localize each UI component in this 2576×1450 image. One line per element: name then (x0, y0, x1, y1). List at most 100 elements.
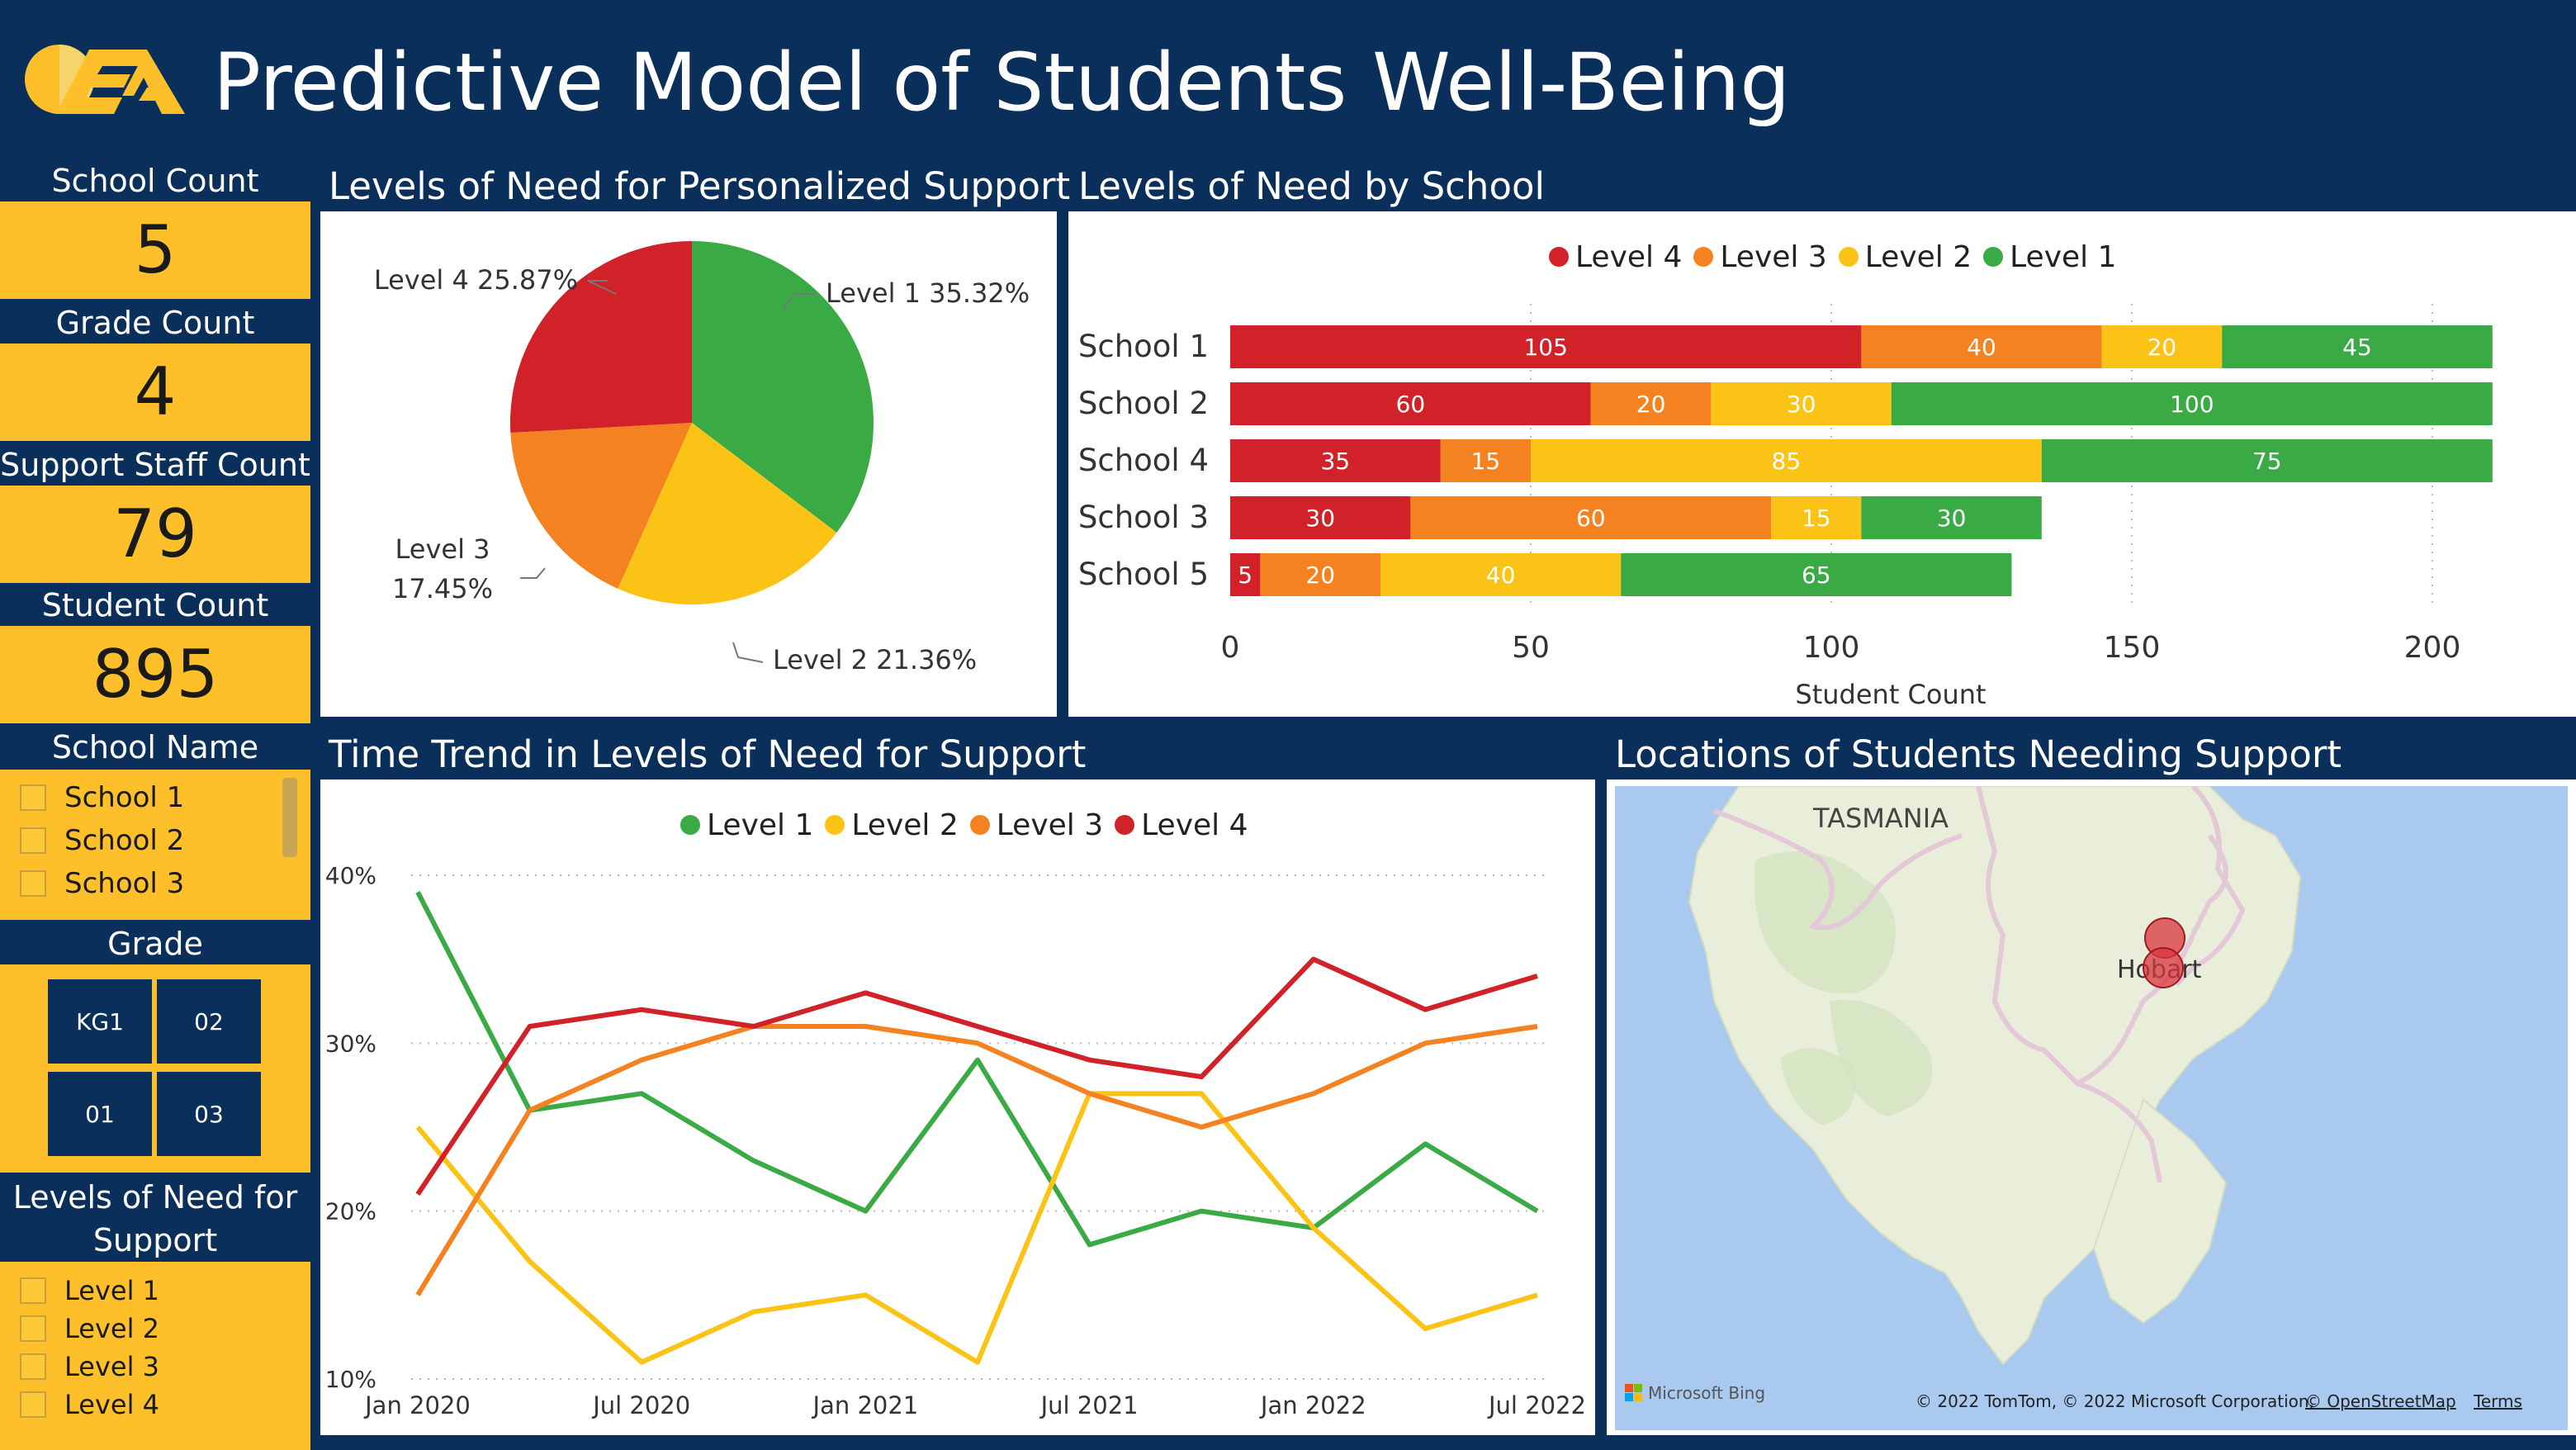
checkbox[interactable] (20, 1315, 46, 1342)
pie-slice-level-3[interactable] (510, 423, 692, 589)
legend-item-level-2[interactable]: Level 2 (1838, 236, 1972, 277)
slicer-item-level-1[interactable]: Level 1 (20, 1275, 159, 1306)
bar-segment[interactable] (1861, 496, 2042, 539)
grade-tile-02[interactable]: 02 (157, 979, 261, 1064)
legend-item-level-2[interactable]: Level 2 (825, 804, 959, 846)
legend-item-level-4[interactable]: Level 4 (1549, 236, 1682, 277)
legend-item-level-1[interactable]: Level 1 (680, 804, 813, 846)
bar-segment[interactable] (1891, 382, 2493, 425)
pie-leader-line (732, 642, 764, 663)
checkbox[interactable] (20, 1353, 46, 1380)
school-count-label: School Count (51, 163, 259, 199)
terms-link[interactable]: Terms (2473, 1391, 2522, 1411)
bar-data-label: 75 (2252, 448, 2282, 475)
legend-dot-icon (1115, 815, 1135, 835)
slicer-item-school-2[interactable]: School 2 (20, 824, 184, 857)
pie-panel: Level 1 35.32% Level 2 21.36% Level 3 17.45… (320, 211, 1057, 717)
bar-segment[interactable] (1410, 496, 1772, 539)
map-view[interactable]: TASMANIA Hobart Microsoft Bing © 2022 To… (1615, 786, 2568, 1430)
slicer-item-level-3[interactable]: Level 3 (20, 1351, 159, 1382)
pie-chart: Level 1 35.32% Level 2 21.36% Level 3 17.45… (374, 241, 1030, 675)
bar-segment[interactable] (1230, 382, 1591, 425)
bing-logo-icon (1634, 1384, 1642, 1392)
bar-segment[interactable] (1230, 325, 1862, 368)
map-region-label: TASMANIA (1812, 803, 1949, 834)
grade-tile-kg1[interactable]: KG1 (48, 979, 152, 1064)
bar-category-label: School 3 (1078, 500, 1209, 535)
bar-data-label: 20 (2147, 334, 2177, 361)
line-series-level-4[interactable] (415, 956, 1538, 1196)
grade-count-value: 4 (0, 344, 310, 441)
grade-tile-01[interactable]: 01 (48, 1072, 152, 1156)
bar-segment[interactable] (1230, 553, 1261, 596)
legend-item-level-1[interactable]: Level 1 (1983, 236, 2117, 277)
road (2174, 786, 2246, 987)
road (1976, 786, 2228, 1087)
slicer-item-level-2[interactable]: Level 2 (20, 1313, 159, 1344)
bar-segment[interactable] (1531, 439, 2042, 482)
pie-data-label: Level 4 25.87% (374, 264, 578, 296)
checkbox[interactable] (20, 784, 46, 811)
slicer-item-label: School 2 (64, 824, 185, 857)
bar-category-label: School 2 (1078, 386, 1209, 421)
bar-segment[interactable] (1771, 496, 1862, 539)
bar-segment[interactable] (1861, 325, 2102, 368)
bar-segment[interactable] (2101, 325, 2223, 368)
bar-data-label: 15 (1471, 448, 1501, 475)
pie-leader-line (782, 293, 816, 310)
legend-label: Level 4 (1141, 808, 1248, 842)
slicer-item-level-4[interactable]: Level 4 (20, 1389, 159, 1420)
line-series-level-2[interactable] (415, 1091, 1538, 1365)
bar-data-label: 30 (1305, 505, 1335, 532)
line-series-level-3[interactable] (415, 1024, 1538, 1296)
slicer-scrollbar[interactable] (282, 778, 297, 857)
bar-segment[interactable] (1590, 382, 1712, 425)
bar-segment[interactable] (1711, 382, 1892, 425)
checkbox[interactable] (20, 827, 46, 854)
bar-segment[interactable] (2041, 439, 2493, 482)
bing-logo-icon (1634, 1393, 1642, 1401)
slicer-item-school-1[interactable]: School 1 (20, 781, 184, 814)
line-series-level-1[interactable] (415, 890, 1539, 1248)
checkbox[interactable] (20, 1277, 46, 1304)
bar-segment[interactable] (1380, 553, 1622, 596)
bar-data-label: 40 (1486, 562, 1516, 589)
bar-segment[interactable] (2222, 325, 2493, 368)
bar-segment[interactable] (1260, 553, 1380, 596)
line-x-tick-label: Jul 2022 (1487, 1391, 1586, 1419)
road (2076, 1081, 2162, 1183)
legend-label: Level 3 (996, 808, 1104, 842)
line-x-tick-label: Jan 2020 (363, 1391, 471, 1419)
pie-slice-level-4[interactable] (510, 241, 692, 434)
location-marker[interactable] (2143, 947, 2184, 988)
slicer-item-label: School 3 (64, 867, 185, 900)
line-y-tick-label: 40% (325, 862, 376, 889)
line-legend: Level 1 Level 2 Level 3 Level 4 (680, 804, 1248, 846)
map-panel: TASMANIA Hobart Microsoft Bing © 2022 To… (1607, 779, 2576, 1435)
bar-panel-title: Levels of Need by School (1078, 164, 1546, 208)
levels-slicer-label: Levels of Need for Support (12, 1179, 298, 1258)
checkbox[interactable] (20, 870, 46, 897)
legend-item-level-4[interactable]: Level 4 (1115, 804, 1248, 846)
checkbox[interactable] (20, 1391, 46, 1418)
grade-count-label: Grade Count (55, 305, 255, 341)
legend-label: Level 4 (1575, 239, 1683, 274)
bar-segment[interactable] (1230, 496, 1411, 539)
line-y-tick-label: 10% (325, 1366, 376, 1393)
bar-chart: 0 50 100 150 200 Student Count School 1 105 40 20… (1078, 304, 2493, 710)
slicer-item-school-3[interactable]: School 3 (20, 867, 184, 900)
support-staff-count-value: 79 (0, 486, 310, 583)
bar-data-label: 20 (1305, 562, 1335, 589)
bar-segment[interactable] (1621, 553, 2012, 596)
grade-tile-03[interactable]: 03 (157, 1072, 261, 1156)
osm-link[interactable]: © OpenStreetMap (2305, 1391, 2456, 1411)
legend-item-level-3[interactable]: Level 3 (969, 804, 1104, 846)
legend-dot-icon (680, 815, 700, 835)
pie-slice-level-2[interactable] (618, 423, 837, 604)
legend-item-level-3[interactable]: Level 3 (1693, 236, 1827, 277)
line-y-tick-label: 30% (325, 1030, 376, 1057)
bar-segment[interactable] (1440, 439, 1531, 482)
bar-segment[interactable] (1230, 439, 1441, 482)
school-name-slicer: School 1 School 2 School 3 (0, 770, 310, 920)
pie-slice-level-1[interactable] (692, 241, 874, 533)
